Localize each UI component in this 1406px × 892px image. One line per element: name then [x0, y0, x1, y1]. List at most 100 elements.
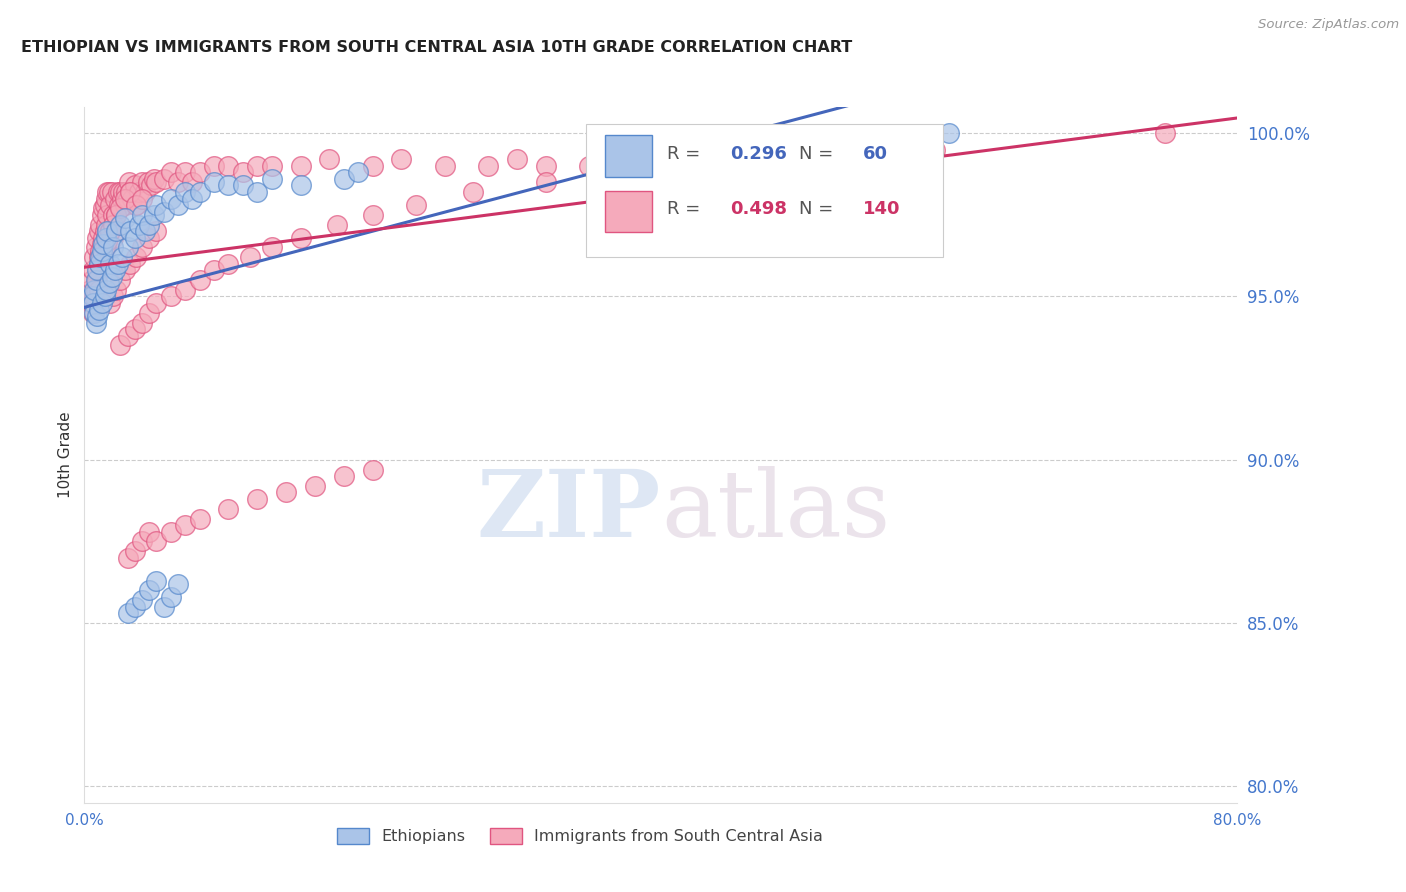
Point — [110, 185, 132, 199]
Point — [391, 153, 413, 167]
Point — [91, 237, 114, 252]
Point — [924, 143, 946, 157]
Point — [105, 224, 128, 238]
Point — [152, 204, 174, 219]
Point — [276, 485, 298, 500]
Point — [145, 175, 167, 189]
Point — [86, 309, 108, 323]
Point — [463, 185, 485, 199]
Point — [167, 198, 190, 212]
Point — [90, 244, 112, 258]
Point — [174, 518, 197, 533]
Point — [103, 240, 124, 254]
Point — [80, 296, 103, 310]
Point — [105, 208, 128, 222]
Point — [318, 153, 340, 167]
Text: R =: R = — [666, 145, 706, 162]
Point — [160, 165, 183, 179]
Point — [94, 218, 117, 232]
Point — [125, 198, 148, 212]
Point — [89, 218, 111, 232]
Point — [86, 263, 108, 277]
Point — [83, 306, 105, 320]
FancyBboxPatch shape — [606, 135, 651, 177]
Point — [89, 244, 111, 258]
Point — [117, 550, 139, 565]
Text: ETHIOPIAN VS IMMIGRANTS FROM SOUTH CENTRAL ASIA 10TH GRADE CORRELATION CHART: ETHIOPIAN VS IMMIGRANTS FROM SOUTH CENTR… — [21, 40, 852, 55]
Point — [103, 208, 124, 222]
Point — [110, 202, 132, 216]
Point — [108, 198, 131, 212]
Point — [138, 306, 160, 320]
Point — [97, 277, 120, 291]
Point — [246, 159, 269, 173]
Point — [90, 237, 112, 252]
Point — [145, 224, 167, 238]
Point — [202, 159, 225, 173]
Point — [142, 208, 165, 222]
Point — [120, 185, 142, 199]
Point — [347, 165, 370, 179]
Point — [188, 273, 211, 287]
Point — [188, 165, 211, 179]
Point — [96, 208, 118, 222]
Point — [104, 192, 127, 206]
Point — [246, 491, 269, 506]
Point — [506, 153, 529, 167]
Point — [218, 257, 240, 271]
Point — [124, 322, 146, 336]
Point — [260, 159, 283, 173]
Point — [433, 159, 456, 173]
Point — [202, 263, 225, 277]
Point — [125, 198, 148, 212]
Point — [124, 599, 146, 614]
Y-axis label: 10th Grade: 10th Grade — [58, 411, 73, 499]
Point — [111, 192, 134, 206]
Point — [128, 218, 150, 232]
Point — [145, 296, 167, 310]
Point — [105, 283, 128, 297]
Point — [86, 273, 108, 287]
Point — [152, 599, 174, 614]
Point — [110, 273, 132, 287]
Point — [160, 192, 183, 206]
Point — [103, 289, 124, 303]
Point — [174, 185, 197, 199]
Point — [246, 185, 269, 199]
Point — [91, 202, 114, 216]
Point — [138, 524, 160, 539]
Point — [650, 153, 672, 167]
Point — [120, 257, 142, 271]
Point — [160, 590, 183, 604]
Point — [361, 159, 384, 173]
Point — [87, 257, 110, 271]
Point — [145, 534, 167, 549]
Point — [87, 257, 110, 271]
Point — [938, 126, 960, 140]
Point — [534, 159, 557, 173]
Point — [83, 289, 105, 303]
Point — [100, 269, 122, 284]
Text: 0.296: 0.296 — [730, 145, 787, 162]
Point — [105, 208, 128, 222]
Point — [131, 175, 153, 189]
Point — [91, 230, 114, 244]
Point — [87, 250, 110, 264]
Point — [218, 501, 240, 516]
Text: 0.498: 0.498 — [730, 201, 787, 219]
Point — [808, 153, 831, 167]
Point — [96, 185, 118, 199]
Point — [765, 159, 787, 173]
Point — [142, 172, 165, 186]
Point — [87, 302, 110, 317]
Point — [124, 230, 146, 244]
Point — [721, 165, 744, 179]
Point — [361, 462, 384, 476]
Point — [107, 257, 129, 271]
Point — [114, 192, 136, 206]
Point — [94, 230, 117, 244]
Point — [87, 224, 110, 238]
Text: Source: ZipAtlas.com: Source: ZipAtlas.com — [1258, 18, 1399, 31]
Point — [90, 250, 112, 264]
Point — [534, 175, 557, 189]
